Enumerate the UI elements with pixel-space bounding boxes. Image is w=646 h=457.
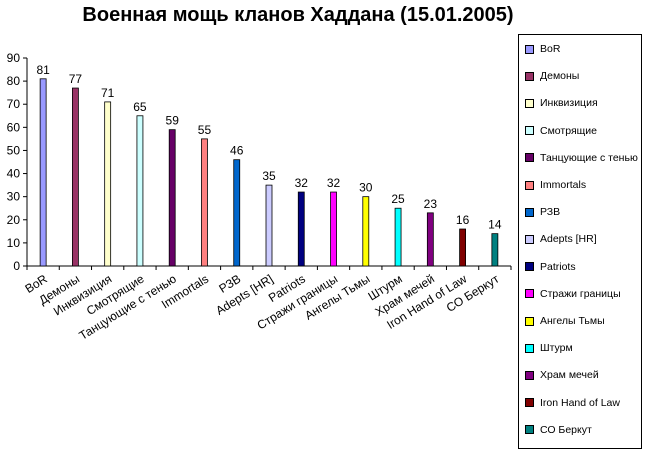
legend-item: Adepts [HR]	[525, 232, 597, 246]
legend-item: Patriots	[525, 260, 576, 274]
chart-legend: BoR Демоны Инквизиция Смотрящие Танцующие с …	[518, 34, 642, 449]
legend-swatch	[525, 370, 534, 380]
data-label: 77	[69, 72, 83, 86]
legend-swatch	[525, 234, 534, 244]
y-tick-label: 0	[13, 259, 20, 273]
legend-swatch	[525, 44, 534, 54]
bar	[491, 233, 499, 267]
y-tick-label: 20	[7, 213, 21, 227]
legend-label: Adepts [HR]	[540, 233, 597, 246]
legend-swatch	[525, 98, 534, 108]
bar	[362, 196, 370, 267]
legend-swatch	[525, 316, 534, 326]
y-tick-label: 10	[7, 236, 21, 250]
bar	[297, 191, 305, 267]
legend-item: Танцующие с тенью	[525, 151, 638, 165]
data-label: 35	[262, 169, 276, 183]
legend-label: Iron Hand of Law	[540, 396, 620, 409]
legend-swatch	[525, 343, 534, 353]
data-label: 25	[391, 192, 405, 206]
legend-swatch	[525, 262, 534, 272]
bar	[459, 228, 467, 267]
chart-title: Военная мощь кланов Хаддана (15.01.2005)	[82, 4, 514, 26]
legend-swatch	[525, 71, 534, 81]
y-tick-label: 70	[7, 97, 21, 111]
legend-swatch	[525, 207, 534, 217]
bar	[394, 207, 402, 267]
legend-item: Храм мечей	[525, 368, 599, 382]
legend-label: Инквизиция	[540, 97, 598, 110]
legend-item: Iron Hand of Law	[525, 396, 620, 410]
data-label: 23	[424, 197, 438, 211]
chart-bars	[39, 78, 499, 267]
legend-item: BoR	[525, 42, 560, 56]
legend-swatch	[525, 289, 534, 299]
data-label: 65	[133, 100, 147, 114]
legend-item: Смотрящие	[525, 124, 597, 138]
legend-item: Стражи границы	[525, 287, 621, 301]
bar	[39, 78, 47, 267]
y-tick-label: 40	[7, 167, 21, 181]
legend-item: Immortals	[525, 178, 586, 192]
data-label: 16	[456, 213, 470, 227]
legend-item: РЗВ	[525, 205, 560, 219]
bar	[168, 129, 176, 267]
y-tick-label: 30	[7, 190, 21, 204]
bar	[330, 191, 337, 267]
data-label: 32	[327, 176, 341, 190]
legend-label: Стражи границы	[540, 287, 621, 300]
data-label: 71	[101, 86, 115, 100]
data-label: 55	[198, 123, 212, 137]
bar-chart: 0 10 20 30 40 50 60 70 80 90 81BoR77Демоны71Инкви…	[7, 51, 512, 343]
legend-item: СО Беркут	[525, 423, 592, 437]
chart-labels: 81BoR77Демоны71Инквизиция65Смотрящие59Та…	[23, 63, 502, 343]
legend-label: BoR	[540, 43, 561, 55]
bar	[201, 138, 208, 267]
chart-axes: 0 10 20 30 40 50 60 70 80 90	[7, 51, 512, 273]
data-label: 30	[359, 181, 373, 195]
legend-label: Patriots	[540, 260, 576, 273]
legend-label: Храм мечей	[540, 369, 599, 382]
legend-label: Демоны	[540, 70, 580, 83]
bar	[104, 101, 112, 267]
legend-label: Immortals	[540, 179, 587, 191]
bar	[72, 87, 79, 267]
legend-label: РЗВ	[540, 206, 561, 219]
y-tick-label: 50	[7, 143, 21, 157]
legend-item: Инквизиция	[525, 96, 598, 110]
legend-label: СО Беркут	[540, 423, 592, 436]
bar	[426, 212, 434, 267]
bar	[136, 115, 144, 267]
data-label: 46	[230, 144, 244, 158]
legend-label: Смотрящие	[540, 124, 597, 137]
legend-label: Штурм	[540, 342, 573, 355]
legend-swatch	[525, 153, 534, 163]
legend-item: Ангелы Тьмы	[525, 314, 605, 328]
bar	[233, 159, 241, 267]
y-tick-label: 60	[7, 120, 21, 134]
legend-swatch	[525, 126, 534, 136]
y-tick-label: 80	[7, 74, 21, 88]
data-label: 81	[36, 63, 50, 77]
legend-item: Штурм	[525, 341, 573, 355]
bar	[265, 184, 273, 267]
legend-swatch	[525, 425, 534, 435]
data-label: 32	[295, 176, 309, 190]
y-tick-label: 90	[7, 51, 21, 65]
legend-label: Танцующие с тенью	[540, 151, 638, 164]
legend-swatch	[525, 180, 534, 190]
data-label: 14	[488, 218, 502, 232]
data-label: 59	[166, 114, 180, 128]
legend-swatch	[525, 398, 534, 408]
legend-item: Демоны	[525, 69, 579, 83]
legend-label: Ангелы Тьмы	[540, 315, 605, 327]
